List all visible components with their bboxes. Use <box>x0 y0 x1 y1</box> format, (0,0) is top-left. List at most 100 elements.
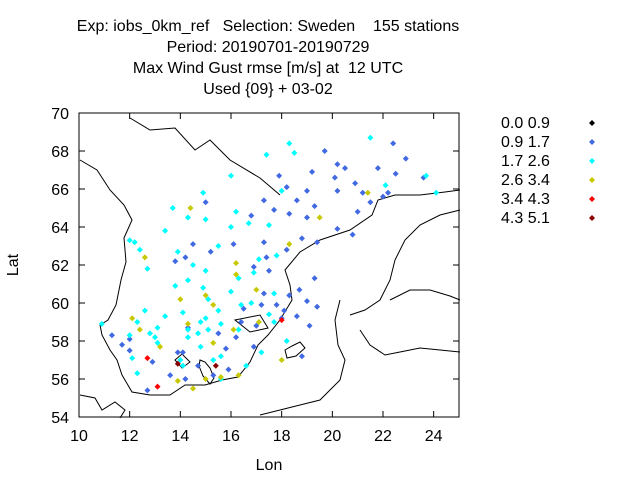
data-point <box>184 334 191 341</box>
data-point <box>293 197 300 204</box>
data-point <box>174 360 181 367</box>
data-point <box>228 224 234 230</box>
data-point <box>334 225 341 232</box>
x-tick-label: 18 <box>273 428 291 445</box>
data-point <box>230 326 237 333</box>
data-point <box>271 290 278 297</box>
data-point <box>342 165 348 172</box>
data-point <box>215 243 222 249</box>
data-point <box>271 319 278 325</box>
data-points <box>98 134 440 394</box>
x-tick-label: 12 <box>121 428 139 445</box>
data-point <box>253 286 260 293</box>
data-point <box>364 189 371 196</box>
data-point <box>182 376 189 382</box>
data-point <box>182 254 189 261</box>
data-point <box>240 305 247 312</box>
data-point <box>136 246 143 253</box>
data-point <box>349 231 356 238</box>
data-point <box>126 347 133 354</box>
data-point <box>202 216 209 223</box>
data-point <box>154 383 161 390</box>
data-point <box>154 339 161 346</box>
data-point <box>141 307 148 314</box>
data-point <box>190 385 196 392</box>
data-point <box>276 172 283 179</box>
data-point <box>215 330 222 337</box>
y-tick-label: 56 <box>51 372 69 389</box>
data-point <box>172 282 179 289</box>
data-point <box>179 362 186 369</box>
data-point <box>190 241 196 248</box>
data-point <box>172 258 179 265</box>
data-point <box>152 334 158 341</box>
x-tick-label: 14 <box>171 428 189 445</box>
data-point <box>126 332 133 339</box>
data-point <box>433 189 440 196</box>
data-point <box>258 301 265 308</box>
y-tick-label: 54 <box>51 410 69 427</box>
data-point <box>210 339 217 346</box>
data-point <box>390 140 397 147</box>
data-point <box>144 355 151 362</box>
data-point <box>293 313 300 320</box>
data-point <box>314 239 321 246</box>
data-point <box>202 267 209 274</box>
data-point <box>298 353 305 360</box>
data-point <box>157 343 164 350</box>
y-tick-label: 68 <box>51 144 69 161</box>
y-tick-label: 64 <box>51 220 69 237</box>
data-point <box>354 208 361 215</box>
data-point <box>245 220 252 227</box>
data-point <box>248 300 255 306</box>
data-point <box>134 319 141 325</box>
data-point <box>146 330 153 337</box>
data-point <box>162 227 169 234</box>
data-point <box>197 319 204 325</box>
legend-label: 4.3 5.1 <box>501 210 550 227</box>
x-tick-label: 20 <box>323 428 341 445</box>
data-point <box>367 199 374 206</box>
data-point <box>217 374 224 381</box>
y-tick-label: 66 <box>51 182 69 199</box>
data-point <box>210 372 217 379</box>
data-point <box>255 256 262 263</box>
data-point <box>278 317 285 324</box>
data-point <box>306 322 313 329</box>
y-tick-label: 70 <box>51 106 69 123</box>
data-point <box>423 172 430 179</box>
data-point <box>253 322 260 329</box>
data-point <box>250 269 257 276</box>
data-point <box>187 205 194 211</box>
data-point <box>304 214 310 221</box>
x-tick-label: 22 <box>374 428 392 445</box>
data-point <box>154 324 161 331</box>
data-point <box>271 206 278 213</box>
data-point <box>238 319 245 325</box>
data-point <box>217 320 224 327</box>
data-point <box>233 334 240 341</box>
data-point <box>230 241 237 248</box>
data-point <box>331 174 338 181</box>
data-point <box>202 199 209 206</box>
data-point <box>149 358 156 365</box>
data-point <box>129 315 136 322</box>
data-point <box>212 362 219 369</box>
legend-marker <box>589 196 595 202</box>
data-point <box>200 284 207 291</box>
data-point <box>263 151 270 158</box>
data-point <box>210 357 217 363</box>
data-point <box>177 357 184 363</box>
data-point <box>167 372 174 379</box>
legend-label: 1.7 2.6 <box>501 153 550 170</box>
data-point <box>200 189 207 196</box>
data-point <box>248 212 255 219</box>
data-point <box>291 149 298 156</box>
data-point <box>298 235 305 242</box>
data-point <box>273 301 280 308</box>
data-point <box>202 315 209 322</box>
legend-marker <box>589 215 595 221</box>
data-point <box>278 187 285 194</box>
data-point <box>385 189 392 196</box>
coastline-map <box>79 117 461 419</box>
